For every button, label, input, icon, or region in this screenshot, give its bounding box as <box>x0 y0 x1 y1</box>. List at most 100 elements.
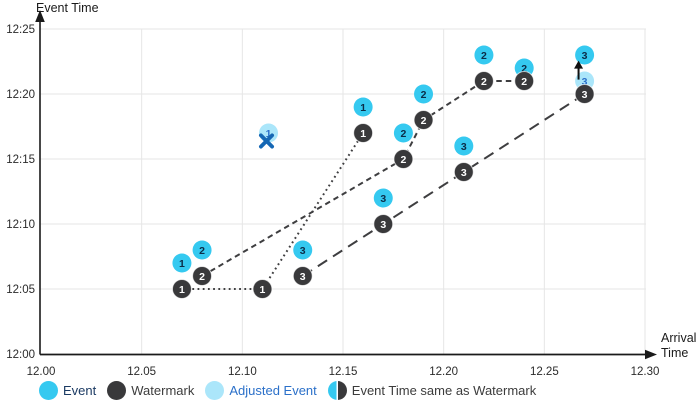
event-marker: 1 <box>353 97 373 117</box>
event-marker: 3 <box>575 45 595 65</box>
event-marker: 3 <box>373 188 393 208</box>
legend: Event Watermark Adjusted Event Event Time s… <box>39 381 536 400</box>
watermark-circle <box>574 84 595 104</box>
y-tick-label: 12:15 <box>6 154 35 166</box>
marker-label: 3 <box>380 193 386 205</box>
legend-item-adjusted-event: Adjusted Event <box>205 381 317 400</box>
y-tick-label: 12:20 <box>6 89 35 101</box>
x-tick-label: 12.05 <box>127 366 156 378</box>
marker-label: 2 <box>481 76 487 88</box>
marker-label: 3 <box>582 89 588 101</box>
watermark-marker: 3 <box>453 162 474 182</box>
watermark-circle <box>453 162 474 182</box>
x-tick-label: 12.25 <box>530 366 559 378</box>
marker-label: 3 <box>461 167 467 179</box>
marker-label: 2 <box>199 271 205 283</box>
up-arrow-head <box>574 60 584 69</box>
legend-item-event-same-as-watermark: Event Time same as Watermark <box>327 381 537 400</box>
event-circle <box>393 123 413 143</box>
marker-label: 1 <box>266 128 272 140</box>
marker-label: 3 <box>300 271 306 283</box>
y-tick-label: 12:25 <box>6 24 35 36</box>
watermark-marker: 3 <box>574 84 595 104</box>
event-circle <box>192 240 212 260</box>
watermark-circle <box>252 279 273 299</box>
x-tick-label: 12.00 <box>27 366 56 378</box>
y-tick-label: 12:00 <box>6 349 35 361</box>
watermark-circle <box>473 71 494 91</box>
event-circle <box>172 253 192 273</box>
watermark-marker: 1 <box>171 279 192 299</box>
watermark-circle <box>413 110 434 130</box>
watermark-circle <box>171 279 192 299</box>
x-axis-title-line2: Time <box>661 345 689 360</box>
adjusted-marker: 1 <box>259 123 279 149</box>
legend-label: Event Time same as Watermark <box>351 383 537 398</box>
x-tick-label: 12.20 <box>429 366 458 378</box>
y-axis-title: Event Time <box>36 1 99 15</box>
watermark-circle <box>393 149 414 169</box>
marker-label: 1 <box>179 284 185 296</box>
marker-label: 2 <box>199 245 205 257</box>
watermark-marker: 1 <box>353 123 374 143</box>
event-marker: 2 <box>414 84 434 104</box>
marker-label: 2 <box>400 154 406 166</box>
marker-label: 2 <box>521 76 527 88</box>
legend-watermark-circle-icon <box>107 381 127 400</box>
x-tick-label: 12.15 <box>329 366 358 378</box>
marker-label: 3 <box>380 219 386 231</box>
watermark-marker: 2 <box>473 71 494 91</box>
event-marker: 3 <box>293 240 313 260</box>
dropped-event-x-icon <box>259 133 275 149</box>
watermark-circle <box>353 123 374 143</box>
watermark-marker: 2 <box>192 266 213 286</box>
watermark-marker: 2 <box>393 149 414 169</box>
legend-adjusted-event-circle-icon <box>205 381 225 400</box>
legend-label: Event <box>63 383 97 398</box>
marker-label: 1 <box>260 284 266 296</box>
event-circle <box>293 240 313 260</box>
event-marker: 2 <box>474 45 494 65</box>
watermark-marker: 1 <box>252 279 273 299</box>
y-axis-arrow-icon <box>35 10 45 22</box>
x-axis-title-line1: Arrival <box>661 331 696 345</box>
watermark-circle <box>514 71 535 91</box>
watermark-marker: 2 <box>514 71 535 91</box>
marker-label: 3 <box>461 141 467 153</box>
x-axis-arrow-icon <box>645 349 657 360</box>
watermark-circle <box>292 266 313 286</box>
event-marker: 2 <box>393 123 413 143</box>
marker-label: 3 <box>300 245 306 257</box>
event-circle <box>353 97 373 117</box>
event-circle <box>474 45 494 65</box>
event-circle <box>373 188 393 208</box>
event-circle <box>454 136 474 156</box>
x-tick-label: 12.10 <box>228 366 257 378</box>
event-marker: 2 <box>192 240 212 260</box>
marker-label: 1 <box>360 128 366 140</box>
legend-item-event: Event <box>39 381 96 400</box>
event-marker: 1 <box>172 253 192 273</box>
legend-label: Watermark <box>131 383 195 398</box>
watermark-circle <box>373 214 394 234</box>
marker-label: 3 <box>582 76 588 88</box>
x-tick-label: 12.30 <box>631 366 660 378</box>
marker-label: 2 <box>421 115 427 127</box>
adjusted-up-arrow-icon <box>574 60 584 80</box>
event-circle <box>575 45 595 65</box>
legend-event-circle-icon <box>39 381 58 400</box>
watermark-circle <box>192 266 213 286</box>
legend-item-watermark: Watermark <box>107 381 194 400</box>
marker-label: 3 <box>582 50 588 62</box>
marker-label: 1 <box>360 102 366 114</box>
watermark-marker: 3 <box>292 266 313 286</box>
event-marker: 3 <box>454 136 474 156</box>
watermark-line-stream-1 <box>181 132 364 290</box>
y-tick-label: 12:05 <box>6 284 35 296</box>
legend-label: Adjusted Event <box>229 383 317 398</box>
marker-label: 1 <box>179 258 185 270</box>
y-tick-label: 12:10 <box>6 219 35 231</box>
watermark-marker: 2 <box>413 110 434 130</box>
watermark-marker: 3 <box>373 214 394 234</box>
